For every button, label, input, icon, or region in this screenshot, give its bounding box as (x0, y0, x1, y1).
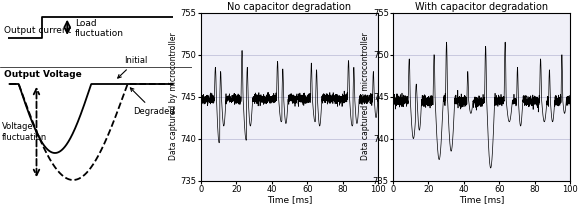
Text: Output Voltage: Output Voltage (4, 70, 81, 79)
Text: Load
fluctuation: Load fluctuation (75, 19, 124, 38)
Y-axis label: Data captured by microcontroller: Data captured by microcontroller (169, 33, 178, 160)
Text: Degraded: Degraded (130, 88, 175, 116)
Text: Voltage
fluctuation: Voltage fluctuation (2, 122, 47, 142)
Text: Initial: Initial (118, 56, 148, 78)
X-axis label: Time [ms]: Time [ms] (459, 195, 504, 204)
Title: With capacitor degradation: With capacitor degradation (415, 2, 548, 12)
Text: Output current: Output current (4, 26, 71, 35)
X-axis label: Time [ms]: Time [ms] (267, 195, 312, 204)
Title: No capacitor degradation: No capacitor degradation (228, 2, 352, 12)
Y-axis label: Data captured by microcontroller: Data captured by microcontroller (361, 33, 370, 160)
